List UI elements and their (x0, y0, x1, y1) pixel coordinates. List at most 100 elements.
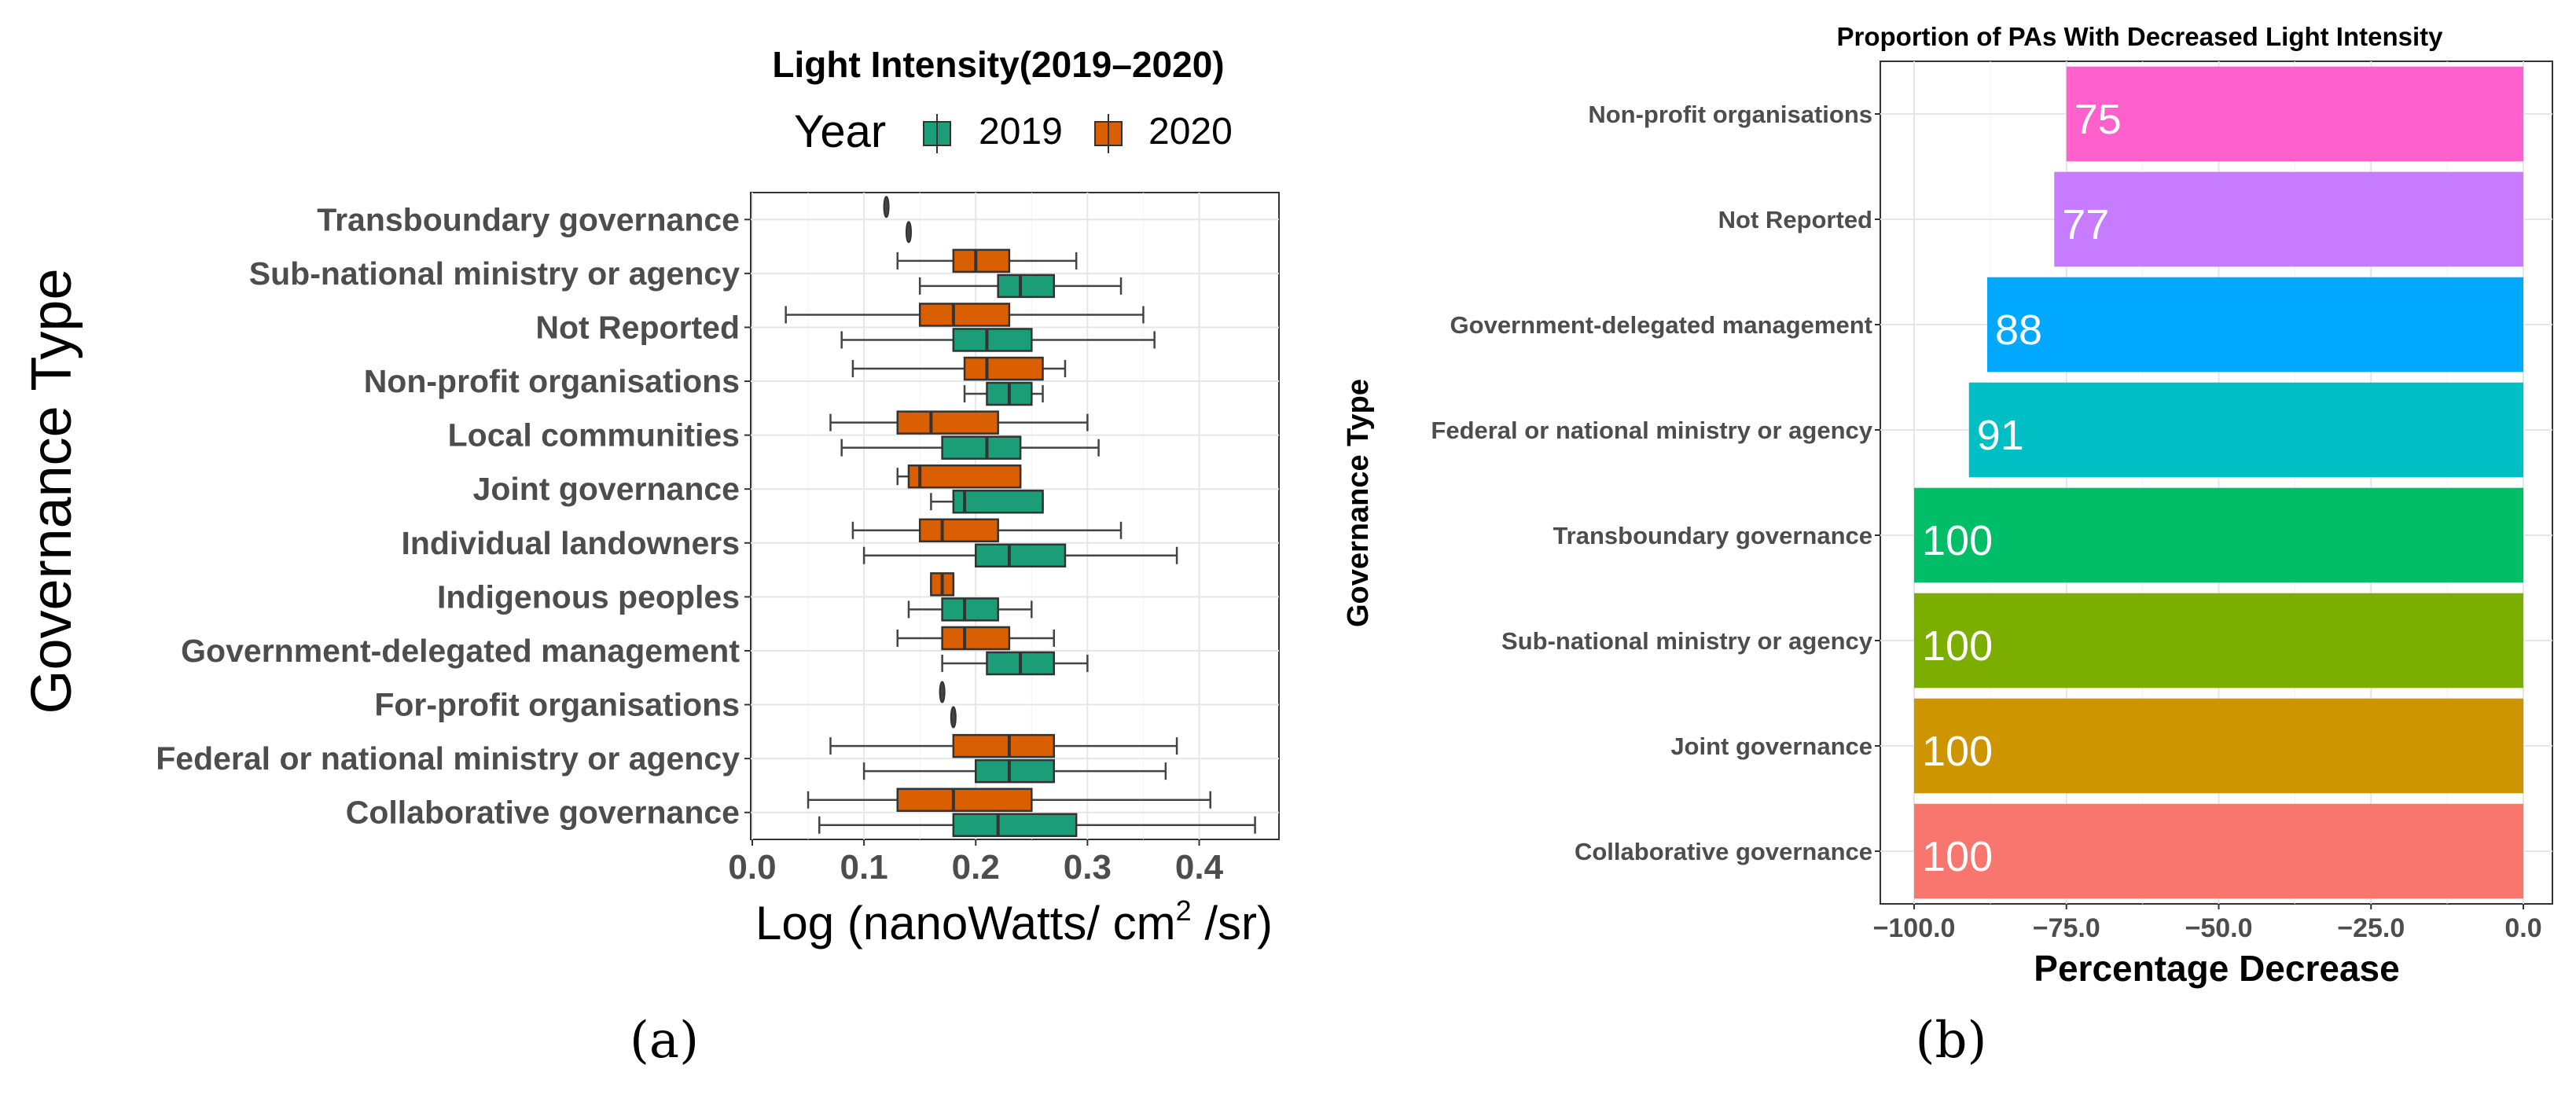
chart-b-title: Proportion of PAs With Decreased Light I… (1837, 22, 2444, 51)
chart-a-x-tick-3: 0.3 (1064, 848, 1112, 887)
chart-b-y-tick-government-delegated-management: Government-delegated management (1450, 311, 1872, 339)
chart-a-x-tick-4: 0.4 (1175, 848, 1224, 887)
box-2020-sub-national-ministry-or-agency (896, 248, 1078, 274)
box-2020-joint-governance-iqr (907, 464, 1022, 489)
panel-b: Proportion of PAs With Decreased Light I… (1342, 22, 2553, 1070)
chart-b-y-tick-federal-or-national-ministry-or-agency: Federal or national ministry or agency (1431, 417, 1872, 444)
chart-a-legend-label-2019: 2019 (979, 111, 1063, 152)
chart-a-boxes (785, 196, 1256, 837)
box-2020-local-communities-iqr (896, 410, 999, 435)
box-2020-for-profit-organisations (939, 681, 946, 703)
bar-government-delegated-management-label: 88 (1995, 307, 2042, 354)
box-2020-federal-or-national-ministry-or-agency-iqr (952, 733, 1055, 758)
bar-non-profit-organisations-label: 75 (2074, 96, 2122, 143)
box-2019-not-reported (840, 328, 1156, 352)
panel-a: Light Intensity(2019–2020) Year 2019 202… (20, 44, 1280, 1070)
panel-a-label: (a) (630, 1012, 699, 1070)
bar-government-delegated-management (1987, 277, 2523, 373)
chart-a-y-tick-local-communities: Local communities (448, 417, 740, 454)
box-2019-not-reported-iqr (952, 328, 1033, 352)
chart-b-y-tick-collaborative-governance: Collaborative governance (1575, 838, 1872, 865)
chart-b-y-tick-sub-national-ministry-or-agency: Sub-national ministry or agency (1501, 627, 1873, 655)
chart-a-x-tick-labels: 0.0 0.1 0.2 0.3 0.4 (728, 839, 1224, 887)
chart-a-y-tick-not-reported: Not Reported (535, 309, 740, 345)
chart-b-y-tick-non-profit-organisations: Non-profit organisations (1588, 101, 1872, 128)
box-2019-for-profit-organisations-point (950, 706, 957, 729)
box-2019-transboundary-governance (905, 221, 912, 244)
box-2020-federal-or-national-ministry-or-agency (829, 733, 1178, 758)
chart-b-x-tick-3: −25.0 (2337, 913, 2405, 943)
chart-b-bars: 75 77 88 91 100 100 100 100 (1914, 66, 2523, 899)
chart-b-x-tick-labels: −100.0 −75.0 −50.0 −25.0 0.0 (1873, 904, 2542, 943)
chart-b-y-tick-not-reported: Not Reported (1718, 206, 1872, 233)
chart-b-x-tick-0: −100.0 (1873, 913, 1956, 943)
box-2019-sub-national-ministry-or-agency-iqr (997, 274, 1055, 299)
box-2019-collaborative-governance-iqr (952, 813, 1078, 837)
box-2019-government-delegated-management (941, 651, 1089, 676)
chart-b-y-tick-labels: Non-profit organisations Not Reported Gove… (1431, 101, 1880, 865)
bar-sub-national-ministry-or-agency-label: 100 (1922, 622, 1993, 670)
chart-a-y-tick-indigenous-peoples: Indigenous peoples (437, 578, 740, 615)
bar-not-reported (2054, 171, 2523, 267)
box-2019-collaborative-governance (818, 813, 1256, 837)
chart-a-x-tick-1: 0.1 (840, 848, 888, 887)
chart-b-y-axis-label: Governance Type (1342, 379, 1375, 627)
chart-a-y-tick-individual-landowners: Individual landowners (401, 525, 740, 561)
bar-transboundary-governance-label: 100 (1922, 517, 1993, 564)
panel-b-label: (b) (1916, 1012, 1987, 1070)
chart-a-legend-label-2020: 2020 (1148, 111, 1233, 152)
box-2019-joint-governance (930, 489, 1044, 514)
box-2019-local-communities (840, 435, 1100, 460)
box-2020-government-delegated-management (896, 626, 1055, 651)
chart-a-y-tick-transboundary-governance: Transboundary governance (317, 201, 740, 237)
box-2020-sub-national-ministry-or-agency-iqr (952, 248, 1011, 274)
box-2020-not-reported-iqr (918, 303, 1011, 327)
chart-b-y-tick-joint-governance: Joint governance (1670, 733, 1872, 760)
chart-a-plot-area (750, 192, 1280, 840)
chart-a-y-tick-sub-national-ministry-or-agency: Sub-national ministry or agency (249, 255, 740, 292)
bar-sub-national-ministry-or-agency (1914, 593, 2523, 689)
bar-joint-governance (1914, 698, 2523, 794)
bar-transboundary-governance (1914, 487, 2523, 583)
chart-a-x-axis-label: Log (nanoWatts/ cm2 /sr) (755, 894, 1273, 949)
chart-a-y-tick-non-profit-organisations: Non-profit organisations (364, 363, 740, 399)
box-2019-federal-or-national-ministry-or-agency (862, 758, 1167, 784)
box-2020-non-profit-organisations-iqr (963, 356, 1044, 381)
box-2019-local-communities-iqr (941, 435, 1022, 460)
box-2019-for-profit-organisations (950, 706, 957, 729)
box-2020-non-profit-organisations (851, 356, 1067, 381)
box-2020-transboundary-governance-point (883, 196, 890, 218)
chart-a-gridlines (750, 192, 1280, 840)
bar-non-profit-organisations (2066, 66, 2523, 162)
bar-joint-governance-label: 100 (1922, 728, 1993, 775)
chart-b-x-axis-label: Percentage Decrease (2034, 948, 2399, 989)
chart-b-y-tick-transboundary-governance: Transboundary governance (1553, 522, 1872, 549)
box-2020-joint-governance (896, 464, 1022, 489)
chart-b-x-tick-2: −50.0 (2185, 913, 2252, 943)
box-2020-not-reported (785, 303, 1145, 327)
bar-collaborative-governance (1914, 803, 2523, 899)
bar-collaborative-governance-label: 100 (1922, 833, 1993, 880)
box-2020-government-delegated-management-iqr (941, 626, 1011, 651)
box-2019-federal-or-national-ministry-or-agency-iqr (975, 758, 1055, 784)
box-2019-joint-governance-iqr (952, 489, 1044, 514)
box-2019-individual-landowners-iqr (975, 543, 1067, 568)
box-2020-collaborative-governance-iqr (896, 788, 1033, 812)
chart-a-title: Light Intensity(2019–2020) (772, 44, 1224, 85)
box-2020-transboundary-governance (883, 196, 890, 218)
chart-b-x-tick-1: −75.0 (2033, 913, 2100, 943)
box-2019-individual-landowners (862, 543, 1178, 568)
chart-a-y-axis-label: Governance Type (20, 268, 83, 714)
box-2020-collaborative-governance (807, 788, 1211, 812)
box-2019-indigenous-peoples (907, 597, 1033, 622)
chart-b-x-tick-4: 0.0 (2504, 913, 2541, 943)
chart-a-x-tick-0: 0.0 (728, 848, 776, 887)
box-2019-sub-national-ministry-or-agency (918, 274, 1123, 299)
chart-a-y-tick-labels: Transboundary governance Sub-national min… (156, 201, 751, 831)
box-2020-local-communities (829, 410, 1089, 435)
box-2020-individual-landowners-iqr (918, 518, 999, 543)
chart-a-legend-title: Year (794, 106, 886, 157)
chart-a-y-tick-federal-or-national-ministry-or-agency: Federal or national ministry or agency (156, 740, 740, 777)
box-2020-for-profit-organisations-point (939, 681, 946, 703)
